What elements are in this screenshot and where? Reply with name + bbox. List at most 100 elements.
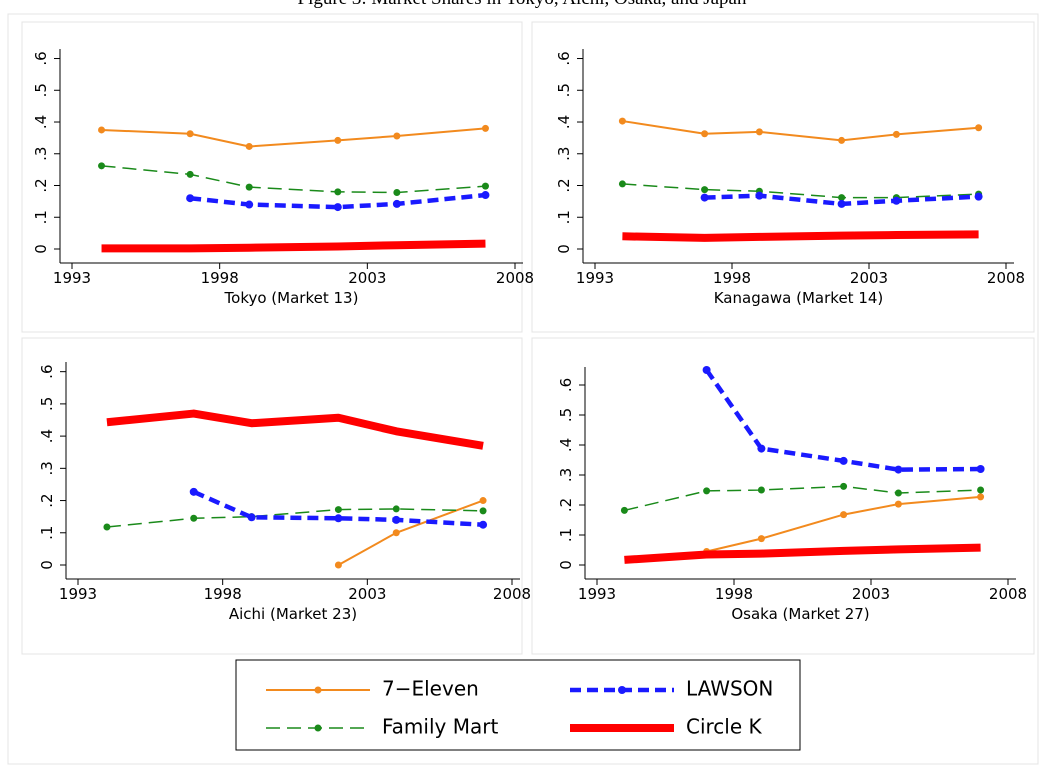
y-tick-label: .2 [38,493,56,507]
x-tick-label: 2003 [852,585,890,603]
x-tick-label: 1993 [53,269,91,287]
series-marker [334,136,342,144]
x-tick-label: 1998 [201,269,239,287]
y-tick-label: 0 [32,244,50,254]
x-tick-label: 1993 [59,585,97,603]
x-tick-label: 2003 [850,269,888,287]
series-marker [618,180,626,188]
series-line [622,120,979,142]
x-tick-label: 1998 [713,269,751,287]
series-line [704,368,981,472]
y-tick-label: .1 [557,528,575,542]
legend-frame [235,659,801,751]
x-axis-title: Tokyo (Market 13) [224,289,359,307]
y-tick-label: .2 [555,178,573,192]
series-line [622,230,979,242]
series-marker [479,507,487,515]
y-tick-label: .1 [32,210,50,224]
legend-marker [314,686,322,694]
y-tick-label: .2 [557,498,575,512]
series-marker [98,162,106,170]
series-marker [892,196,901,205]
series-marker [838,136,846,144]
x-tick-label: 2003 [348,269,386,287]
series-marker [334,514,343,523]
series-marker [620,506,628,514]
x-tick-label: 1993 [578,585,616,603]
series-marker [894,500,902,508]
series-marker [840,511,848,519]
y-tick-label: .6 [557,378,575,392]
figure-title: Figure 3: Market Shares in Tokyo, Aichi,… [298,0,747,9]
series-marker [103,523,111,531]
x-tick-label: 2008 [493,585,531,603]
series-marker [334,188,342,196]
series-line [106,508,484,528]
y-tick-label: .5 [38,397,56,411]
series-line [189,192,486,210]
series-marker [392,199,401,208]
x-axis-title: Aichi (Market 23) [229,605,357,623]
series-line [624,543,981,564]
series-marker [839,456,848,465]
panel-frame [531,21,1035,333]
series-marker [479,497,487,505]
series-marker [189,487,198,496]
series-marker [702,366,711,374]
y-tick-label: .4 [32,115,50,129]
panel-frame [21,21,523,333]
series-marker [618,117,626,125]
series-line [622,183,979,199]
series-marker [479,520,488,529]
series-marker [757,535,765,543]
series-marker [481,124,489,132]
legend-label: Circle K [686,715,763,739]
y-tick-label: .2 [32,178,50,192]
panel-frame [531,337,1035,655]
x-axis-title: Kanagawa (Market 14) [714,289,884,307]
series-marker [334,506,342,514]
series-marker [976,465,985,473]
legend-marker [314,724,322,732]
y-tick-label: 0 [557,560,575,570]
panel-frame [21,337,523,655]
x-tick-label: 1993 [576,269,614,287]
series-line [106,409,484,450]
y-tick-label: .3 [32,147,50,161]
legend-marker [618,686,626,694]
x-tick-label: 2008 [989,585,1027,603]
series-marker [392,505,400,513]
y-tick-label: .5 [32,83,50,97]
series-line [101,239,486,253]
series-marker [186,170,194,178]
series-marker [481,191,490,200]
series-marker [245,142,253,150]
y-tick-label: 0 [555,244,573,254]
series-line [101,127,486,148]
series-marker [701,130,709,138]
y-tick-label: .3 [557,468,575,482]
x-tick-label: 1998 [204,585,242,603]
series-marker [894,465,903,474]
series-marker [892,130,900,138]
x-tick-label: 2008 [496,269,534,287]
series-marker [838,194,846,202]
series-marker [894,489,902,497]
series-marker [98,126,106,134]
series-marker [245,183,253,191]
series-marker [392,515,401,524]
series-marker [247,513,256,522]
y-tick-label: .1 [555,210,573,224]
y-tick-label: .6 [555,51,573,65]
series-marker [840,482,848,490]
series-line [192,489,484,527]
x-tick-label: 1998 [715,585,753,603]
series-marker [186,194,195,203]
series-marker [190,514,198,522]
series-line [337,499,484,566]
x-tick-label: 2003 [348,585,386,603]
y-tick-label: .4 [38,429,56,443]
series-marker [837,199,846,208]
series-marker [703,487,711,495]
y-tick-label: .6 [38,365,56,379]
